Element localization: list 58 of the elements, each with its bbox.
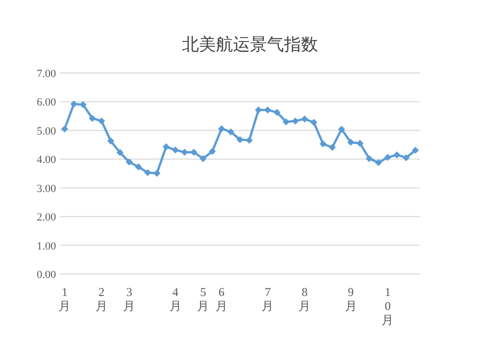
point bbox=[374, 159, 382, 166]
y-tick-label: 1.00 bbox=[36, 240, 56, 252]
point bbox=[301, 115, 308, 122]
x-tick-label: 2月 bbox=[96, 285, 108, 313]
point bbox=[116, 149, 124, 156]
point bbox=[366, 155, 373, 162]
point bbox=[107, 138, 114, 145]
point bbox=[144, 169, 152, 176]
point bbox=[190, 148, 198, 156]
x-tick-label: 8月 bbox=[298, 285, 311, 313]
point bbox=[254, 106, 262, 114]
chart-title: 北美航运景气指数 bbox=[182, 35, 318, 54]
y-tick-label: 7.00 bbox=[36, 68, 56, 80]
point bbox=[172, 146, 179, 154]
y-tick-label: 6.00 bbox=[36, 96, 56, 109]
point bbox=[153, 170, 160, 177]
point bbox=[347, 138, 354, 146]
point bbox=[218, 125, 226, 132]
point bbox=[393, 151, 400, 158]
point bbox=[200, 155, 207, 162]
x-tick-label: 5月 bbox=[197, 285, 210, 313]
x-tick-label: 3月 bbox=[123, 285, 136, 313]
point bbox=[134, 163, 142, 170]
point bbox=[208, 148, 216, 155]
point bbox=[80, 101, 87, 108]
point bbox=[282, 118, 290, 126]
point bbox=[328, 144, 336, 151]
point bbox=[273, 108, 280, 116]
point bbox=[246, 136, 253, 144]
point bbox=[181, 148, 188, 156]
y-tick-label: 4.00 bbox=[36, 154, 56, 166]
point bbox=[264, 106, 272, 114]
point bbox=[61, 125, 68, 132]
point bbox=[338, 126, 346, 133]
y-tick-label: 2.00 bbox=[36, 212, 56, 224]
point bbox=[412, 146, 419, 154]
x-tick-label: 10月 bbox=[382, 285, 394, 327]
point bbox=[227, 128, 234, 136]
point bbox=[70, 100, 78, 108]
point bbox=[236, 136, 244, 144]
x-tick-label: 4月 bbox=[169, 285, 182, 313]
x-tick-label: 9月 bbox=[344, 285, 357, 313]
point bbox=[98, 117, 106, 124]
x-tick-label: 1月 bbox=[58, 285, 71, 313]
point bbox=[310, 118, 318, 126]
point bbox=[88, 114, 96, 122]
point bbox=[402, 154, 410, 162]
point bbox=[320, 140, 327, 148]
point bbox=[126, 158, 133, 166]
y-tick-label: 5.00 bbox=[36, 125, 56, 138]
x-tick-label: 6月 bbox=[216, 285, 228, 313]
point bbox=[356, 140, 364, 147]
y-tick-label: 0.00 bbox=[36, 269, 56, 281]
point bbox=[162, 143, 170, 150]
point bbox=[384, 154, 392, 161]
y-tick-label: 3.00 bbox=[36, 182, 56, 195]
point bbox=[292, 117, 299, 124]
x-tick-label: 7月 bbox=[262, 285, 274, 313]
